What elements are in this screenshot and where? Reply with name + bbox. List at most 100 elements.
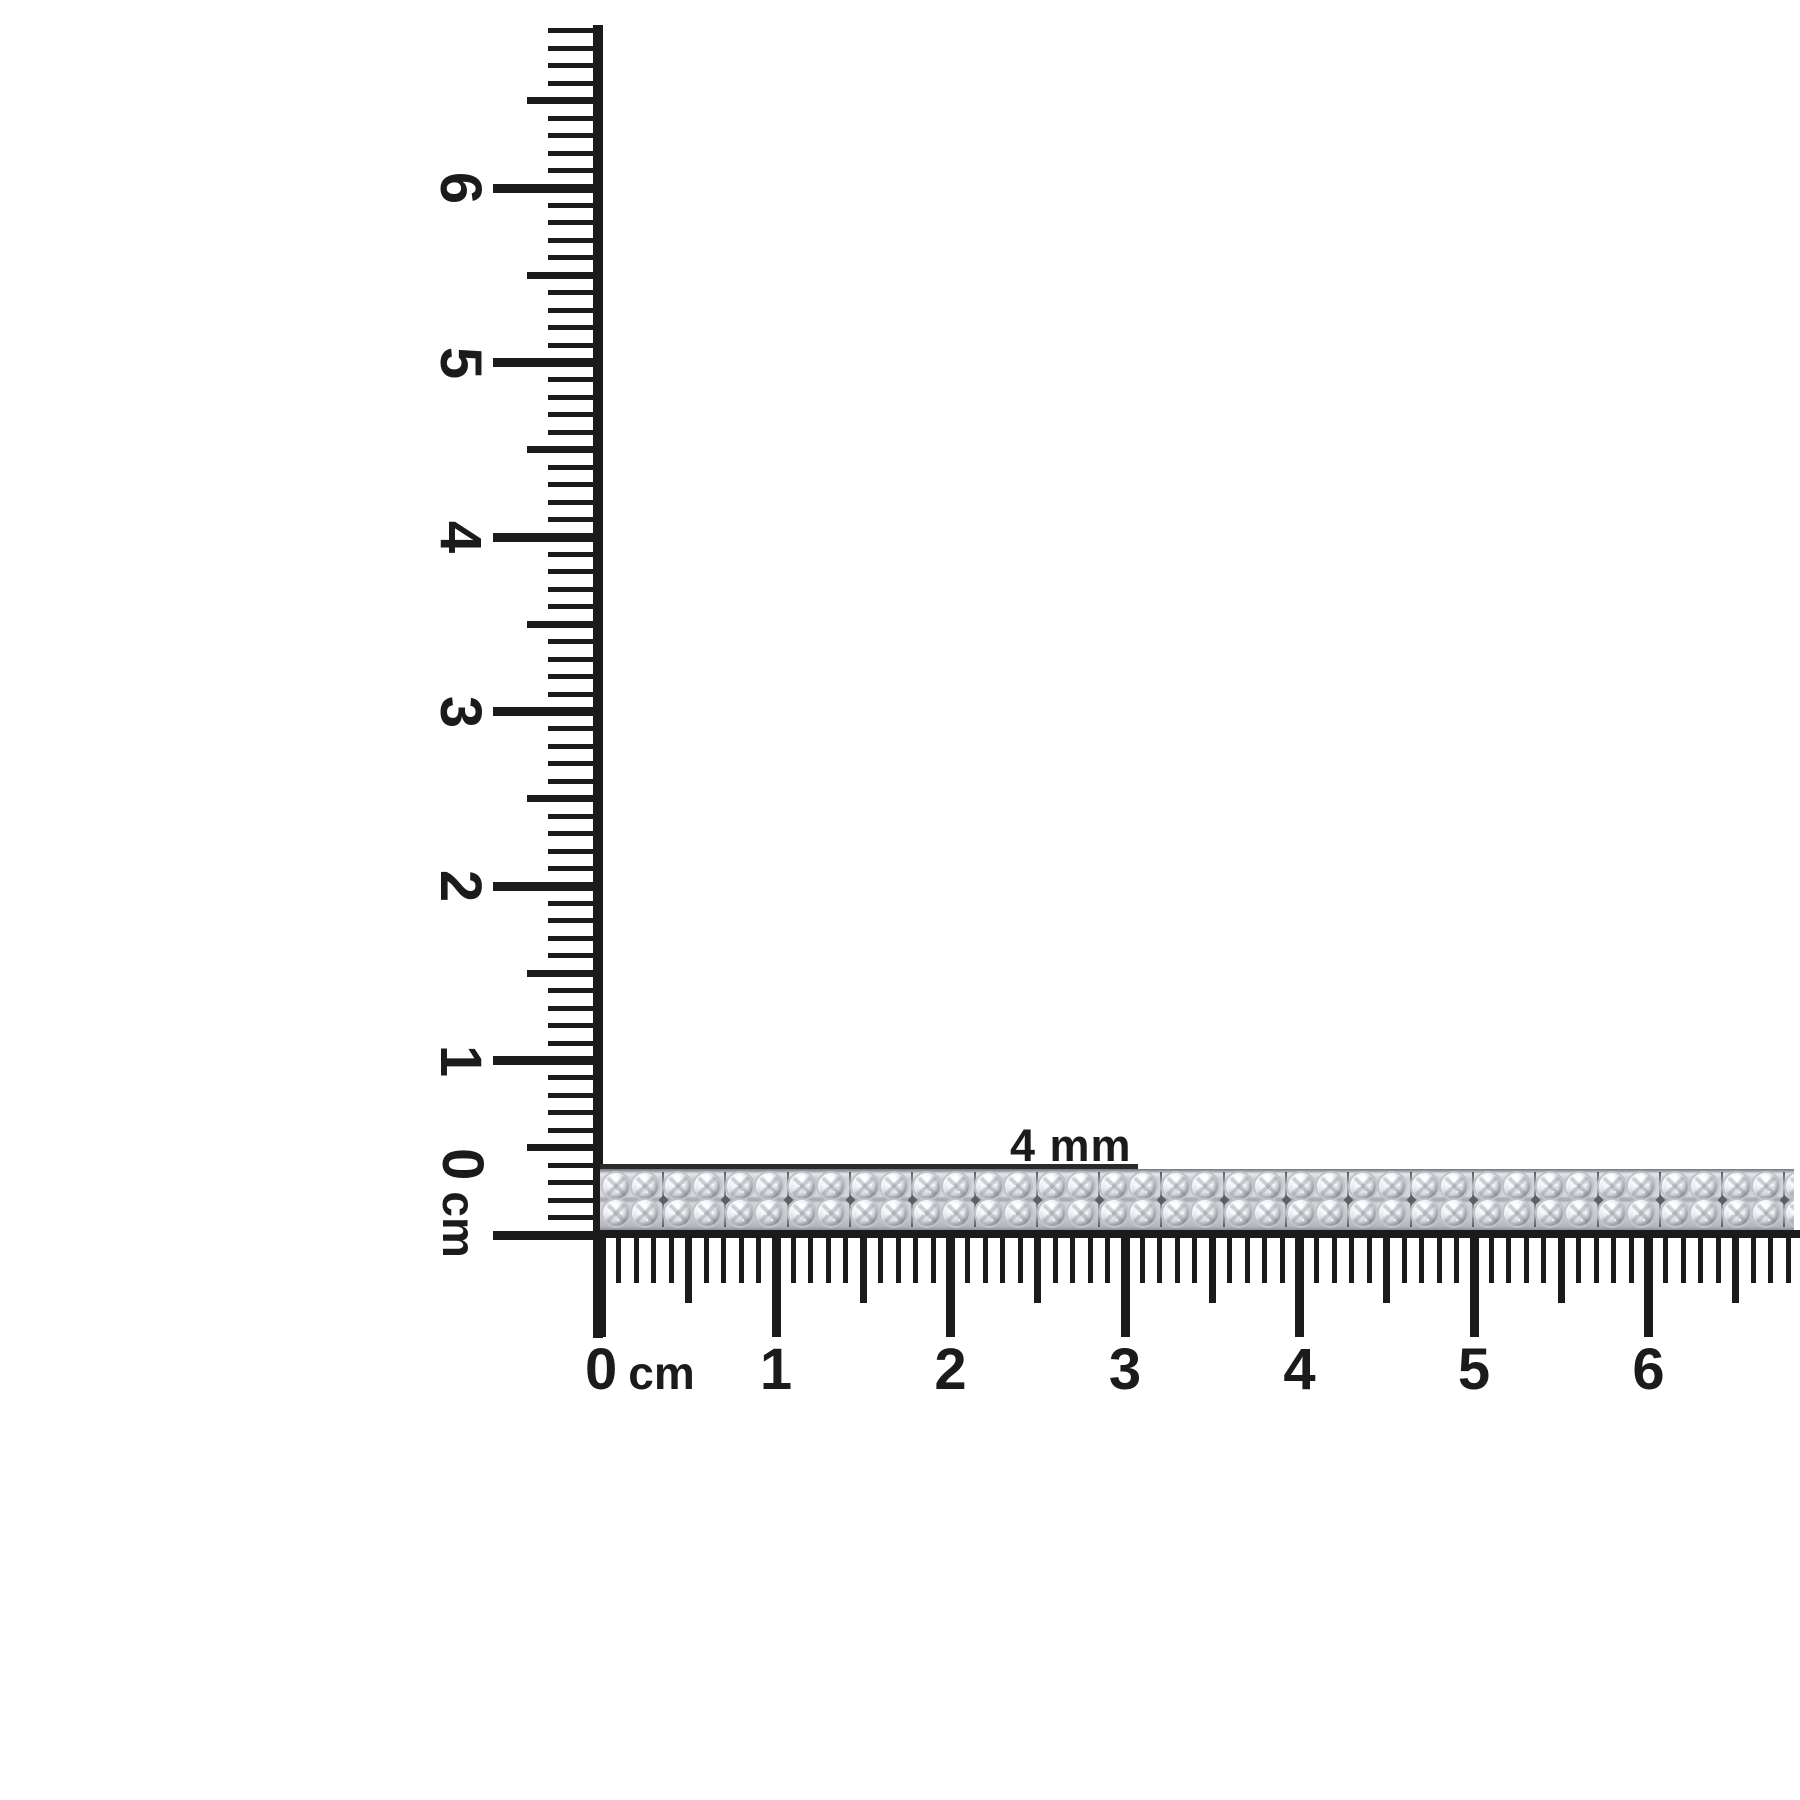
v-tick-mm — [548, 1075, 593, 1081]
h-tick-mm — [685, 1238, 693, 1303]
v-tick-mm — [548, 918, 593, 924]
h-tick-mm — [1017, 1238, 1023, 1283]
diamond-stone — [1316, 1172, 1343, 1199]
v-tick-cm — [493, 707, 593, 716]
bracelet-link — [1659, 1171, 1724, 1228]
v-ruler-label-1: 1 — [428, 1044, 493, 1077]
h-tick-mm — [1732, 1238, 1740, 1303]
diamond-stone — [756, 1172, 783, 1199]
h-tick-mm — [1593, 1238, 1599, 1283]
h-tick-mm — [1506, 1238, 1512, 1283]
v-tick-mm — [548, 482, 593, 488]
h-ruler-label-3: 3 — [1108, 1337, 1142, 1402]
h-tick-mm — [1227, 1238, 1233, 1283]
h-tick-mm — [1052, 1238, 1058, 1283]
v-tick-mm — [548, 255, 593, 261]
horizontal-ruler-zero-label: 0 cm — [585, 1341, 695, 1399]
vertical-unit-label: cm — [433, 1191, 485, 1258]
bracelet-link-stones — [1660, 1172, 1718, 1227]
h-tick-mm — [1611, 1238, 1617, 1283]
v-tick-mm — [548, 63, 593, 69]
diamond-stone — [1163, 1200, 1190, 1227]
v-tick-mm — [548, 831, 593, 837]
bracelet-link — [1409, 1171, 1474, 1228]
bracelet-link — [1721, 1171, 1786, 1228]
v-tick-mm — [548, 691, 593, 697]
bracelet-link — [849, 1171, 914, 1228]
h-tick-mm — [756, 1238, 762, 1283]
diamond-stone — [1503, 1200, 1530, 1227]
diamond-stone — [1723, 1200, 1750, 1227]
bracelet-link — [1472, 1171, 1537, 1228]
h-tick-mm — [965, 1238, 971, 1283]
v-tick-mm — [548, 394, 593, 400]
h-tick-mm — [1541, 1238, 1547, 1283]
bracelet-link-stones — [663, 1172, 721, 1227]
h-tick-mm — [1768, 1238, 1774, 1283]
v-tick-mm — [527, 97, 593, 105]
h-tick-mm — [843, 1238, 849, 1283]
v-tick-mm — [548, 45, 593, 51]
h-tick-cm — [1644, 1238, 1653, 1337]
bracelet-link-stones — [788, 1172, 846, 1227]
diamond-stone — [1192, 1200, 1219, 1227]
vertical-ruler-line — [593, 25, 603, 1338]
h-tick-mm — [1000, 1238, 1006, 1283]
diamond-stone — [789, 1200, 816, 1227]
bracelet-link-stones — [1349, 1172, 1407, 1227]
diamond-stone — [851, 1172, 878, 1199]
diamond-stone — [1316, 1200, 1343, 1227]
v-tick-mm — [527, 795, 593, 803]
diamond-stone — [1537, 1200, 1563, 1227]
v-tick-mm — [548, 28, 593, 34]
v-tick-mm — [548, 1005, 593, 1011]
v-tick-mm — [548, 1023, 593, 1029]
diamond-stone — [1192, 1172, 1219, 1199]
v-tick-cm — [493, 881, 593, 891]
diamond-stone — [1225, 1172, 1252, 1199]
diamond-stone — [1412, 1172, 1439, 1199]
v-tick-cm — [493, 358, 593, 367]
v-tick-mm — [548, 726, 593, 732]
v-tick-mm — [548, 743, 593, 749]
diamond-stone — [1379, 1172, 1406, 1199]
bracelet-link-stones — [1785, 1172, 1794, 1227]
h-tick-mm — [1279, 1238, 1285, 1283]
diamond-stone — [664, 1200, 691, 1227]
diamond-stone — [1441, 1172, 1468, 1199]
diamond-stone — [1067, 1172, 1094, 1199]
v-tick-mm — [548, 115, 593, 121]
h-tick-mm — [1366, 1238, 1372, 1283]
diamond-stone — [1412, 1200, 1439, 1227]
bracelet-link-stones — [1598, 1172, 1656, 1227]
diamond-stone — [1287, 1200, 1314, 1227]
bracelet-link-stones — [601, 1172, 659, 1227]
bracelet-link — [786, 1171, 851, 1228]
v-ruler-label-5: 5 — [428, 346, 493, 379]
h-tick-cm — [1469, 1238, 1479, 1337]
diamond-stone — [1503, 1172, 1530, 1199]
bracelet-link — [1347, 1171, 1412, 1228]
h-tick-mm — [1576, 1238, 1582, 1283]
bracelet-link — [1596, 1171, 1661, 1228]
h-tick-mm — [1419, 1238, 1425, 1283]
diamond-stone — [1350, 1172, 1377, 1199]
h-tick-mm — [1698, 1238, 1704, 1283]
h-tick-mm — [1436, 1238, 1442, 1283]
v-tick-mm — [548, 237, 593, 243]
v-tick-cm — [493, 532, 593, 542]
h-tick-mm — [1785, 1238, 1791, 1283]
bracelet-link-stones — [1411, 1172, 1469, 1227]
h-tick-mm — [1715, 1238, 1721, 1283]
v-tick-cm — [493, 1230, 593, 1240]
h-tick-mm — [1244, 1238, 1250, 1283]
horizontal-zero-digit: 0 — [585, 1337, 618, 1402]
v-tick-mm — [548, 674, 593, 680]
diamond-stone — [976, 1172, 1003, 1199]
v-tick-mm — [548, 639, 593, 645]
diamond-stone — [943, 1172, 969, 1199]
bracelet-link-stones — [1037, 1172, 1095, 1227]
v-tick-mm — [548, 761, 593, 767]
h-tick-mm — [616, 1238, 622, 1283]
